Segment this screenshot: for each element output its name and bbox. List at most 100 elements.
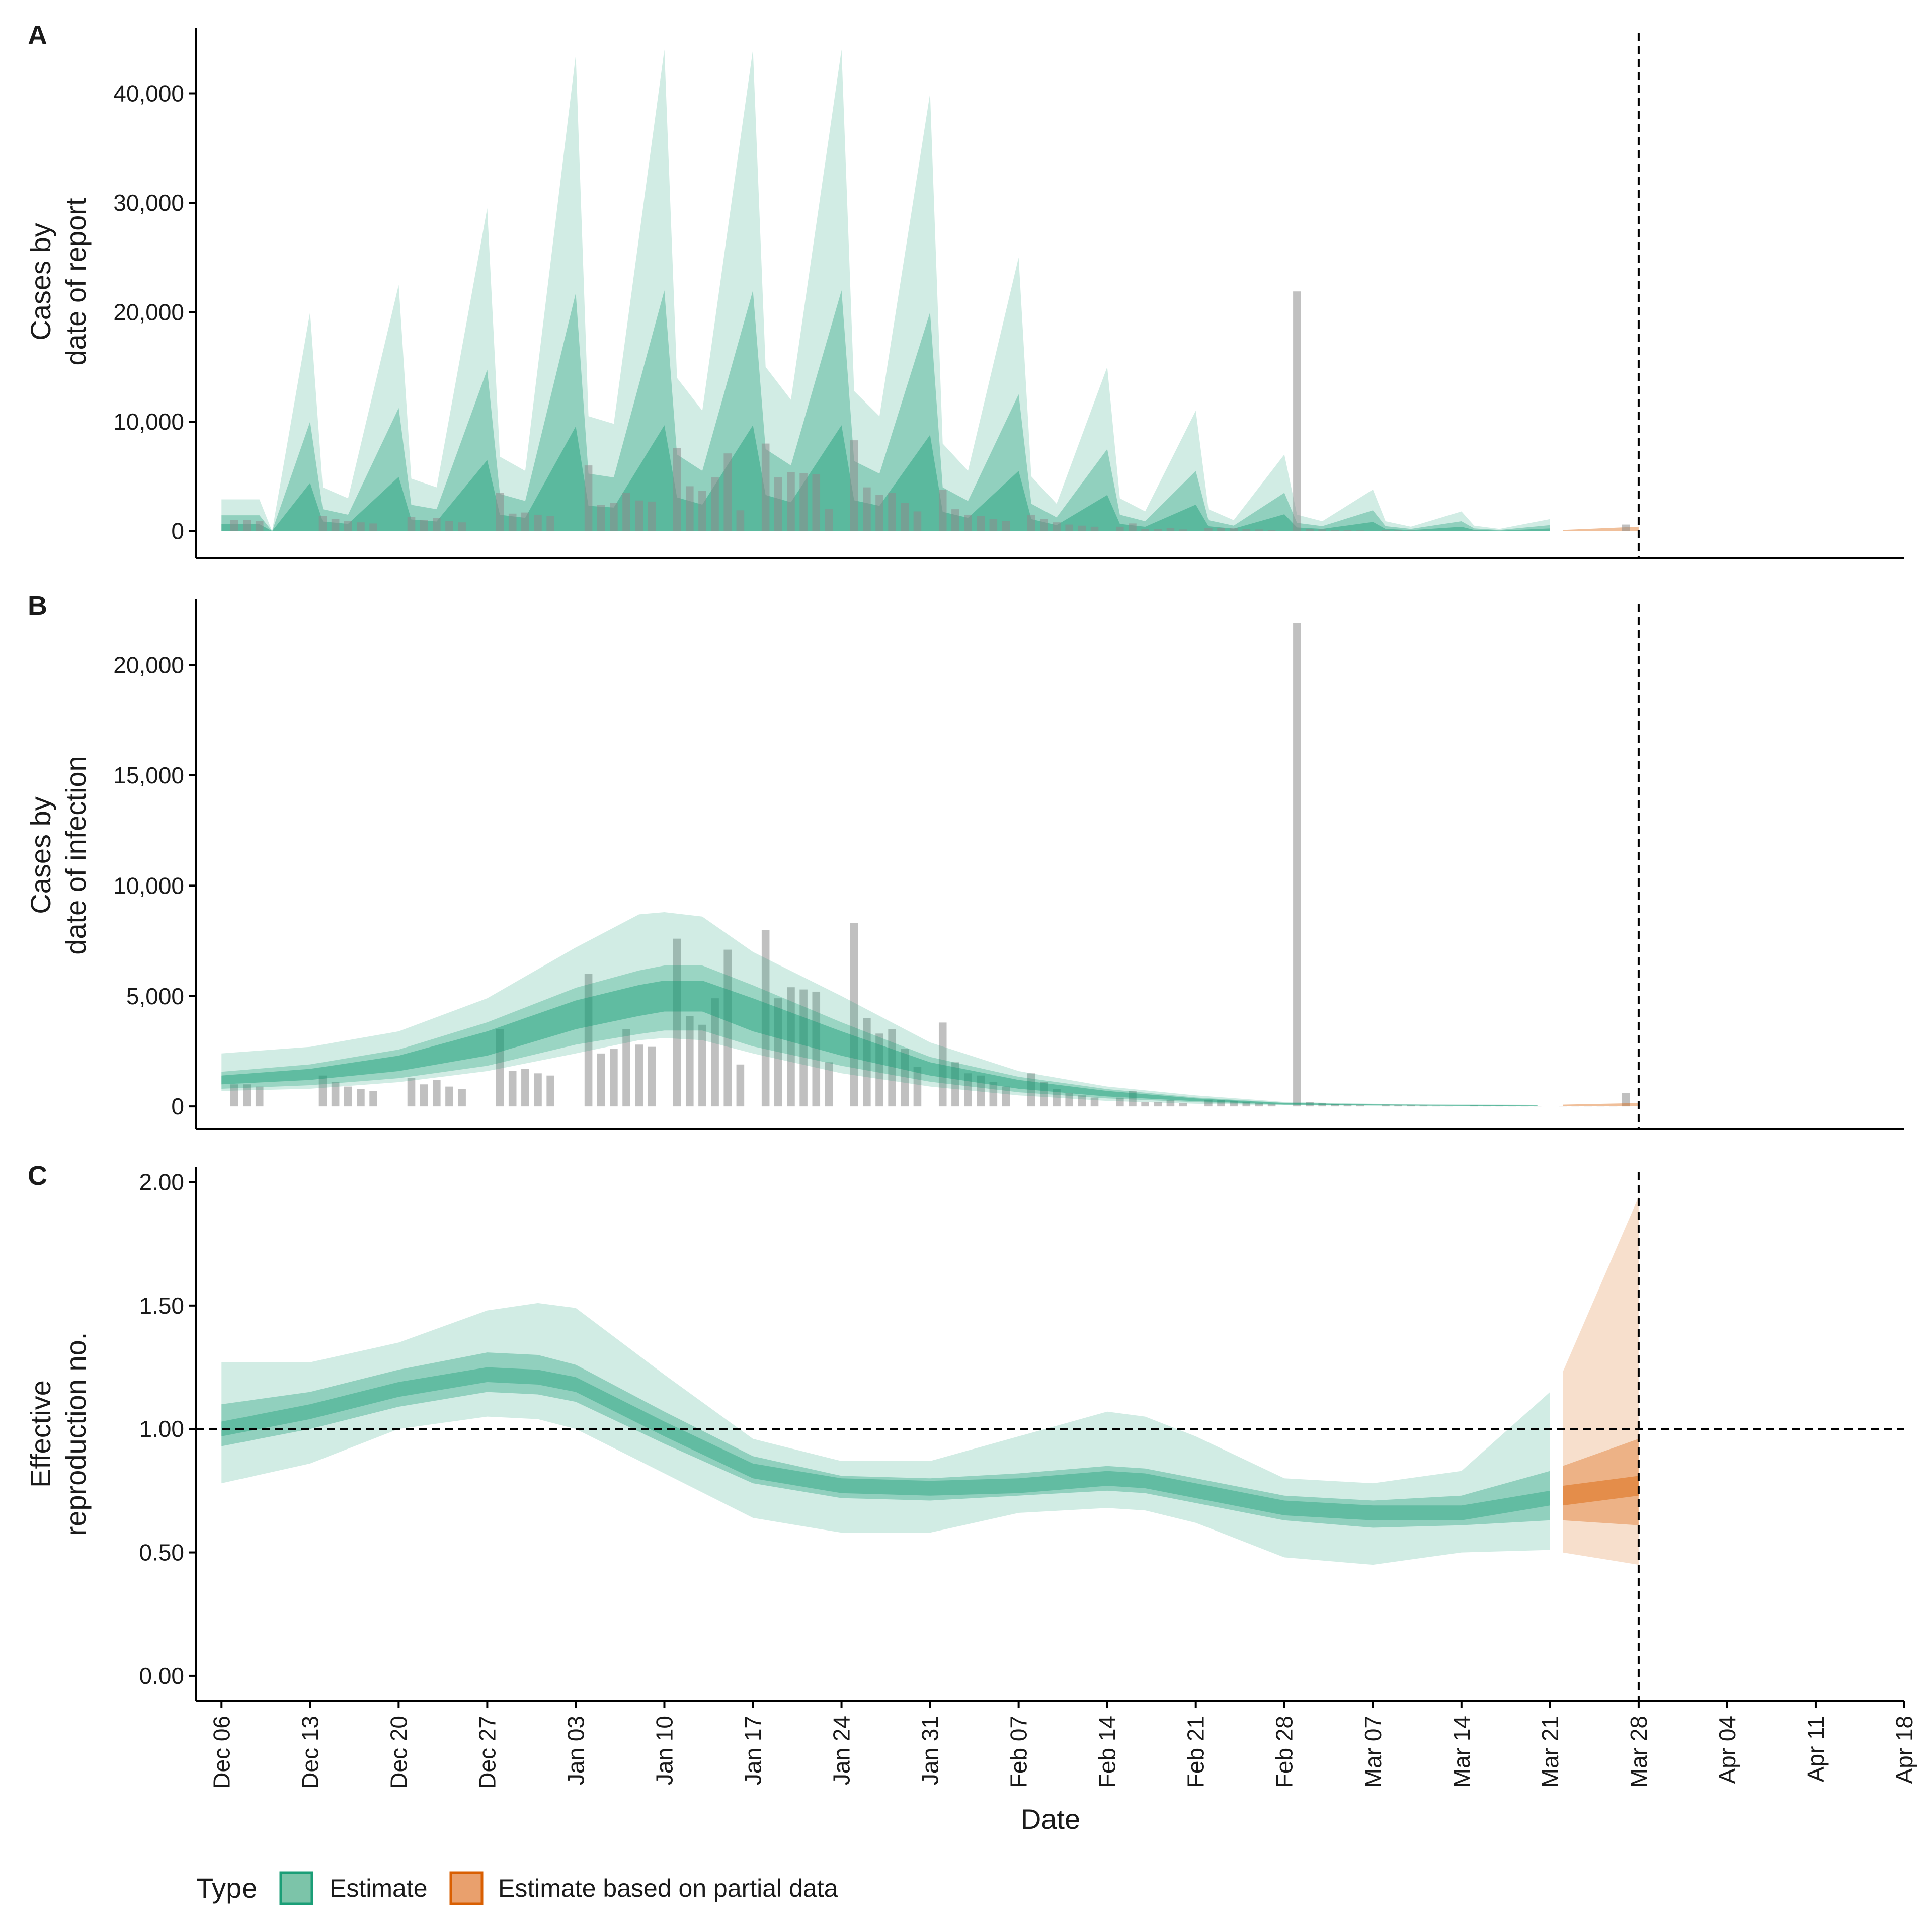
infection-bar: [1343, 1104, 1352, 1107]
panel-b-ylabel-line2: date of infection: [60, 756, 92, 954]
x-tick-label: Apr 04: [1714, 1716, 1740, 1784]
infection-bar: [673, 938, 681, 1107]
legend: Type Estimate Estimate based on partial …: [196, 1871, 838, 1905]
panel-c-reproduction-number: C 0.00 0.50 1.00 1.50 2.00 Effective reprodu…: [25, 1161, 1917, 1835]
y-tick-label: 0: [171, 518, 184, 544]
report-bar: [508, 513, 517, 531]
infection-bar: [685, 1016, 694, 1107]
report-bar: [736, 510, 745, 531]
infection-bar: [357, 1089, 365, 1107]
panel-tag-b: B: [28, 591, 47, 621]
report-bar: [1306, 529, 1314, 531]
infection-bar: [1267, 1103, 1276, 1107]
report-bar: [825, 509, 833, 531]
report-bar: [812, 474, 821, 531]
report-bar: [1242, 529, 1251, 531]
panel-a-axes: 0 10,000 20,000 30,000 40,000: [113, 28, 1904, 559]
report-bar: [1318, 529, 1326, 531]
y-tick-label: 15,000: [113, 762, 184, 788]
infection-bar: [964, 1073, 972, 1107]
infection-bar: [255, 1086, 264, 1107]
infection-bar: [597, 1053, 605, 1107]
report-bar: [761, 443, 770, 531]
report-bar: [799, 473, 808, 531]
x-tick-label: Apr 18: [1891, 1716, 1917, 1784]
report-bar: [1343, 530, 1352, 531]
infection-bar: [1293, 623, 1301, 1107]
report-bar: [318, 516, 327, 531]
report-bar: [1204, 528, 1213, 531]
infection-bar: [850, 923, 858, 1107]
report-bar: [787, 472, 795, 531]
infection-bar: [1622, 1093, 1630, 1107]
infection-bar: [433, 1080, 441, 1107]
partial-band: [1563, 526, 1639, 531]
panel-c-axes: 0.00 0.50 1.00 1.50 2.00: [139, 1167, 1904, 1702]
report-bar: [1166, 528, 1175, 531]
x-tick-label: Feb 14: [1094, 1716, 1120, 1788]
infection-bar: [1040, 1082, 1048, 1107]
report-bar: [433, 518, 441, 531]
panel-a-bands: [221, 49, 1639, 531]
infection-bar: [951, 1062, 959, 1107]
infection-bar: [875, 1033, 883, 1107]
infection-bar: [1470, 1105, 1478, 1107]
infection-bar: [584, 974, 593, 1107]
report-bar: [1116, 526, 1124, 531]
y-tick-label: 10,000: [113, 409, 184, 435]
infection-bar: [888, 1029, 896, 1107]
report-bar: [445, 521, 453, 531]
infection-bar: [736, 1064, 745, 1107]
report-bar: [521, 512, 529, 531]
report-bar: [685, 486, 694, 531]
infection-bar: [977, 1075, 985, 1107]
report-bar: [1217, 528, 1225, 531]
legend-swatch-partial: [449, 1871, 484, 1905]
report-bar: [622, 493, 630, 531]
infection-bar: [546, 1075, 554, 1107]
infection-bar: [1179, 1103, 1187, 1107]
infection-bar: [1255, 1103, 1263, 1107]
infection-bar: [1141, 1102, 1149, 1107]
report-bar: [1027, 514, 1035, 531]
y-tick-label: 5,000: [126, 983, 184, 1009]
infection-bar: [1382, 1104, 1390, 1107]
infection-bar: [774, 998, 782, 1107]
infection-bar: [420, 1084, 428, 1107]
panel-tag-c: C: [28, 1161, 47, 1191]
infection-bar: [622, 1029, 630, 1107]
report-bar: [344, 521, 352, 531]
panel-c-ylabel-line2: reproduction no.: [60, 1332, 92, 1536]
panel-b-cases-by-infection: B 0 5,000 10,000 15,000 20,000 Cases by date…: [25, 591, 1904, 1130]
x-tick-label: Jan 17: [740, 1716, 766, 1785]
infection-bar: [1230, 1101, 1238, 1107]
infection-bar: [698, 1024, 706, 1107]
legend-title: Type: [196, 1872, 257, 1904]
report-bar: [1141, 529, 1149, 531]
y-tick-label: 40,000: [113, 80, 184, 107]
report-bar: [1255, 529, 1263, 531]
report-bar: [1622, 524, 1630, 531]
infection-bar: [938, 1022, 947, 1107]
infection-bar: [635, 1044, 643, 1107]
x-tick-label: Jan 03: [562, 1716, 589, 1785]
x-tick-label: Dec 13: [297, 1716, 323, 1789]
y-tick-label: 2.00: [139, 1169, 184, 1195]
infection-bar: [1419, 1105, 1428, 1107]
report-bar: [1179, 529, 1187, 531]
report-bar: [458, 522, 466, 531]
y-tick-label: 0.50: [139, 1540, 184, 1566]
x-tick-label: Feb 21: [1183, 1716, 1209, 1788]
estimate-band-90: [221, 49, 1550, 531]
infection-bar: [913, 1067, 922, 1107]
infection-bar: [344, 1086, 352, 1107]
report-bar: [1090, 526, 1099, 531]
infection-bar: [318, 1075, 327, 1107]
x-axis-title: Date: [1021, 1803, 1080, 1835]
report-bar: [888, 493, 896, 531]
panel-c-bands: [196, 1196, 1904, 1565]
infection-bar: [243, 1084, 251, 1107]
report-bar: [964, 514, 972, 531]
infection-bar: [458, 1089, 466, 1107]
